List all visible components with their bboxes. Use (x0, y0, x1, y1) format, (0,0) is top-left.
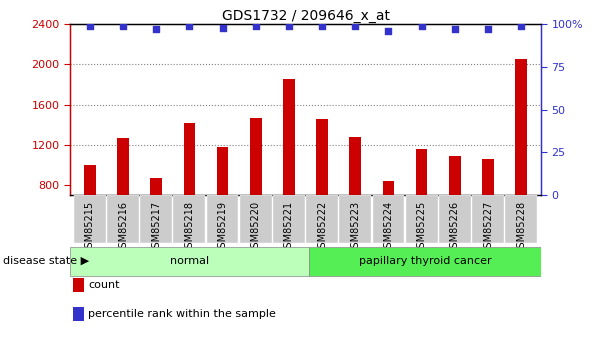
FancyBboxPatch shape (339, 195, 371, 243)
FancyBboxPatch shape (406, 195, 438, 243)
Text: GSM85216: GSM85216 (118, 201, 128, 254)
Point (85, 23, 95, 29)
Point (151, 27, 161, 32)
FancyBboxPatch shape (309, 247, 541, 276)
Bar (184, 122, 195, 265)
Point (350, 23, 360, 29)
Bar (117, 138, 129, 265)
Bar (449, 156, 461, 265)
Title: GDS1732 / 209646_x_at: GDS1732 / 209646_x_at (221, 9, 390, 23)
Text: GSM85218: GSM85218 (184, 201, 195, 254)
Text: GSM85220: GSM85220 (250, 201, 261, 254)
Point (384, 28, 393, 34)
Text: normal: normal (170, 256, 209, 266)
Bar (350, 137, 361, 265)
Bar (250, 118, 261, 265)
Point (251, 23, 261, 29)
FancyBboxPatch shape (505, 195, 537, 243)
Text: GSM85228: GSM85228 (516, 201, 526, 254)
Bar (416, 149, 427, 265)
FancyBboxPatch shape (140, 195, 172, 243)
Text: percentile rank within the sample: percentile rank within the sample (88, 309, 276, 319)
FancyBboxPatch shape (70, 247, 309, 276)
Bar (382, 181, 394, 265)
Text: GSM85221: GSM85221 (284, 201, 294, 254)
FancyBboxPatch shape (173, 195, 206, 243)
Point (218, 25, 227, 30)
Point (516, 23, 526, 29)
Text: papillary thyroid cancer: papillary thyroid cancer (359, 256, 491, 266)
Bar (84, 165, 95, 265)
FancyBboxPatch shape (107, 195, 139, 243)
Text: GSM85223: GSM85223 (350, 201, 361, 254)
Bar (516, 59, 527, 265)
Text: GSM85215: GSM85215 (85, 201, 95, 254)
Point (118, 23, 128, 29)
Text: count: count (88, 280, 120, 289)
Text: GSM85226: GSM85226 (450, 201, 460, 254)
Point (284, 23, 294, 29)
Text: GSM85217: GSM85217 (151, 201, 161, 254)
Text: disease state ▶: disease state ▶ (3, 256, 89, 265)
FancyBboxPatch shape (373, 195, 404, 243)
FancyBboxPatch shape (306, 195, 338, 243)
FancyBboxPatch shape (240, 195, 272, 243)
Text: GSM85225: GSM85225 (416, 201, 427, 254)
Text: GSM85224: GSM85224 (384, 201, 393, 254)
Point (317, 23, 327, 29)
Point (417, 23, 427, 29)
Bar (150, 178, 162, 265)
FancyBboxPatch shape (439, 195, 471, 243)
FancyBboxPatch shape (74, 195, 106, 243)
Text: GSM85222: GSM85222 (317, 201, 327, 254)
Bar (482, 159, 494, 265)
FancyBboxPatch shape (207, 195, 238, 243)
Point (184, 23, 194, 29)
FancyBboxPatch shape (472, 195, 504, 243)
Bar (217, 147, 229, 265)
Bar (283, 79, 295, 265)
Point (450, 27, 460, 32)
Point (483, 27, 493, 32)
Bar (316, 119, 328, 265)
Text: GSM85219: GSM85219 (218, 201, 227, 254)
FancyBboxPatch shape (273, 195, 305, 243)
Text: GSM85227: GSM85227 (483, 201, 493, 254)
